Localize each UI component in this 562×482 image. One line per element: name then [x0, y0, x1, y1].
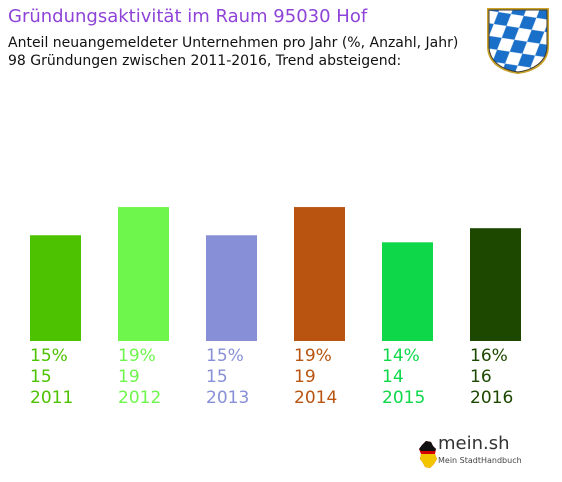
year-label-2015: 2015 — [382, 388, 426, 408]
percent-label-2012: 19% — [118, 346, 156, 366]
count-label-2016: 16 — [470, 367, 492, 387]
bar-2016 — [470, 228, 521, 341]
percent-label-2013: 15% — [206, 346, 244, 366]
count-label-2015: 14 — [382, 367, 404, 387]
percent-label-2014: 19% — [294, 346, 332, 366]
bar-label-group-2015: 14% 14 2015 — [382, 346, 425, 409]
bar-label-group-2013: 15% 15 2013 — [206, 346, 249, 409]
brand-tagline: Mein StadtHandbuch — [438, 456, 522, 465]
count-label-2014: 19 — [294, 367, 316, 387]
bar-label-group-2016: 16% 16 2016 — [470, 346, 513, 409]
year-label-2013: 2013 — [206, 388, 250, 408]
year-label-2011: 2011 — [30, 388, 74, 408]
chart-title: Gründungsaktivität im Raum 95030 Hof — [8, 6, 368, 27]
count-label-2011: 15 — [30, 367, 52, 387]
year-label-2014: 2014 — [294, 388, 338, 408]
year-label-2016: 2016 — [470, 388, 514, 408]
bar-2014 — [294, 207, 345, 341]
percent-label-2015: 14% — [382, 346, 420, 366]
year-label-2012: 2012 — [118, 388, 162, 408]
bar-2015 — [382, 242, 433, 341]
count-label-2012: 19 — [118, 367, 140, 387]
chart-subtitle: Anteil neuangemeldeter Unternehmen pro J… — [8, 34, 458, 70]
bar-label-group-2014: 19% 19 2014 — [294, 346, 337, 409]
bavarian-lozenge-crest-icon — [487, 8, 549, 74]
percent-label-2011: 15% — [30, 346, 68, 366]
brand-logo: mein.sh Mein StadtHandbuch — [418, 432, 528, 474]
bar-2012 — [118, 207, 169, 341]
percent-label-2016: 16% — [470, 346, 508, 366]
subtitle-line-1: Anteil neuangemeldeter Unternehmen pro J… — [8, 35, 459, 51]
bar-label-group-2012: 19% 19 2012 — [118, 346, 161, 409]
bar-2011 — [30, 235, 81, 341]
brand-name: mein.sh — [438, 433, 510, 454]
count-label-2013: 15 — [206, 367, 228, 387]
bar-label-group-2011: 15% 15 2011 — [30, 346, 73, 409]
subtitle-line-2: 98 Gründungen zwischen 2011-2016, Trend … — [8, 53, 402, 69]
bar-2013 — [206, 235, 257, 341]
germany-map-icon — [419, 441, 437, 468]
